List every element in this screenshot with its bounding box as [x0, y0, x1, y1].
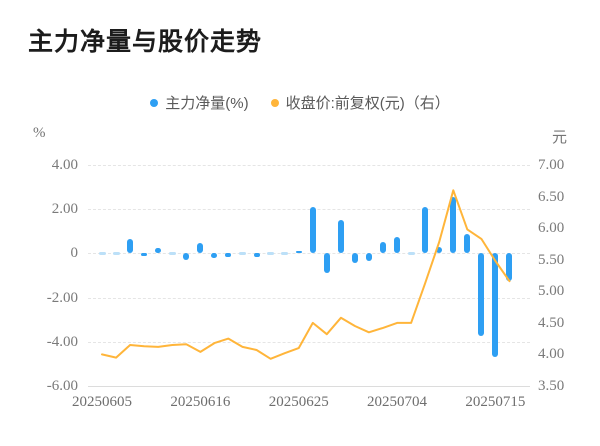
y-axis-tick-right: 6.50	[538, 188, 565, 205]
net-volume-bar	[492, 253, 499, 358]
net-volume-bar	[351, 253, 358, 264]
net-volume-bar	[253, 253, 260, 257]
y-axis-tick-left: 4.00	[51, 157, 78, 173]
net-volume-bar	[464, 233, 471, 254]
y-axis-tick-left: -4.00	[46, 333, 78, 350]
close-price-dot-icon	[270, 98, 279, 107]
net-volume-bar	[422, 206, 429, 254]
net-volume-bar	[295, 250, 302, 254]
gridline	[88, 253, 530, 255]
y-axis-tick-left: -2.00	[46, 289, 78, 306]
net-volume-bar	[309, 206, 316, 254]
close-price-line	[101, 189, 511, 360]
gridline	[88, 386, 530, 387]
legend-item-net-volume[interactable]: 主力净量(%)	[150, 92, 249, 113]
net-volume-bar-faint	[98, 251, 106, 255]
x-axis-tick: 20250704	[367, 394, 428, 410]
net-volume-bar	[155, 247, 162, 254]
legend-label-close-price: 收盘价:前复权(元)（右）	[285, 95, 450, 112]
y-axis-tick-right: 4.00	[538, 346, 565, 363]
y-axis-tick-right: 7.00	[538, 157, 565, 173]
net-volume-bar-faint	[267, 251, 275, 255]
net-volume-bar-faint	[239, 251, 246, 255]
net-volume-bar	[380, 242, 386, 254]
net-volume-bar	[127, 239, 134, 254]
net-volume-bar	[365, 253, 372, 262]
net-volume-bar	[323, 253, 330, 274]
legend-item-close-price[interactable]: 收盘价:前复权(元)（右）	[270, 92, 450, 113]
net-volume-bar	[211, 253, 218, 258]
gridline	[88, 165, 530, 166]
net-volume-bar-faint	[281, 251, 289, 255]
x-axis-tick: 20250605	[72, 394, 132, 410]
net-volume-bar	[141, 253, 148, 256]
y-axis-tick-right: 6.00	[538, 220, 565, 237]
net-volume-bar-faint	[168, 251, 176, 255]
y-axis-tick-left: 2.00	[51, 201, 78, 218]
net-volume-dot-icon	[150, 98, 159, 107]
net-volume-bar	[450, 197, 457, 254]
net-volume-bar	[337, 220, 344, 254]
net-volume-bar	[394, 236, 401, 254]
x-axis-tick: 20250715	[465, 394, 526, 410]
gridline	[88, 209, 530, 211]
y-axis-tick-right: 4.50	[538, 314, 565, 331]
left-axis-unit: %	[33, 125, 46, 141]
net-volume-bar	[225, 253, 232, 257]
net-volume-bar	[183, 253, 190, 261]
y-axis-tick-right: 3.50	[538, 378, 565, 394]
x-axis-tick: 20250616	[170, 394, 231, 410]
net-volume-bar-faint	[407, 251, 415, 255]
gridline	[88, 341, 530, 343]
right-axis-unit: 元	[552, 129, 568, 146]
net-volume-bar	[506, 253, 513, 282]
x-axis-tick: 20250625	[268, 394, 329, 410]
legend: 主力净量(%) 收盘价:前复权(元)（右）	[0, 92, 600, 113]
net-volume-bar	[436, 246, 443, 254]
net-volume-bar-faint	[112, 251, 120, 255]
y-axis-tick-left: 0	[70, 245, 79, 262]
legend-label-net-volume: 主力净量(%)	[165, 95, 249, 112]
net-volume-bar	[478, 253, 485, 337]
y-axis-tick-right: 5.00	[538, 283, 565, 300]
chart-title: 主力净量与股价走势	[28, 28, 263, 56]
y-axis-tick-left: -6.00	[46, 378, 78, 394]
net-volume-bar	[197, 243, 204, 254]
y-axis-tick-right: 5.50	[538, 251, 565, 268]
gridline	[88, 297, 530, 299]
